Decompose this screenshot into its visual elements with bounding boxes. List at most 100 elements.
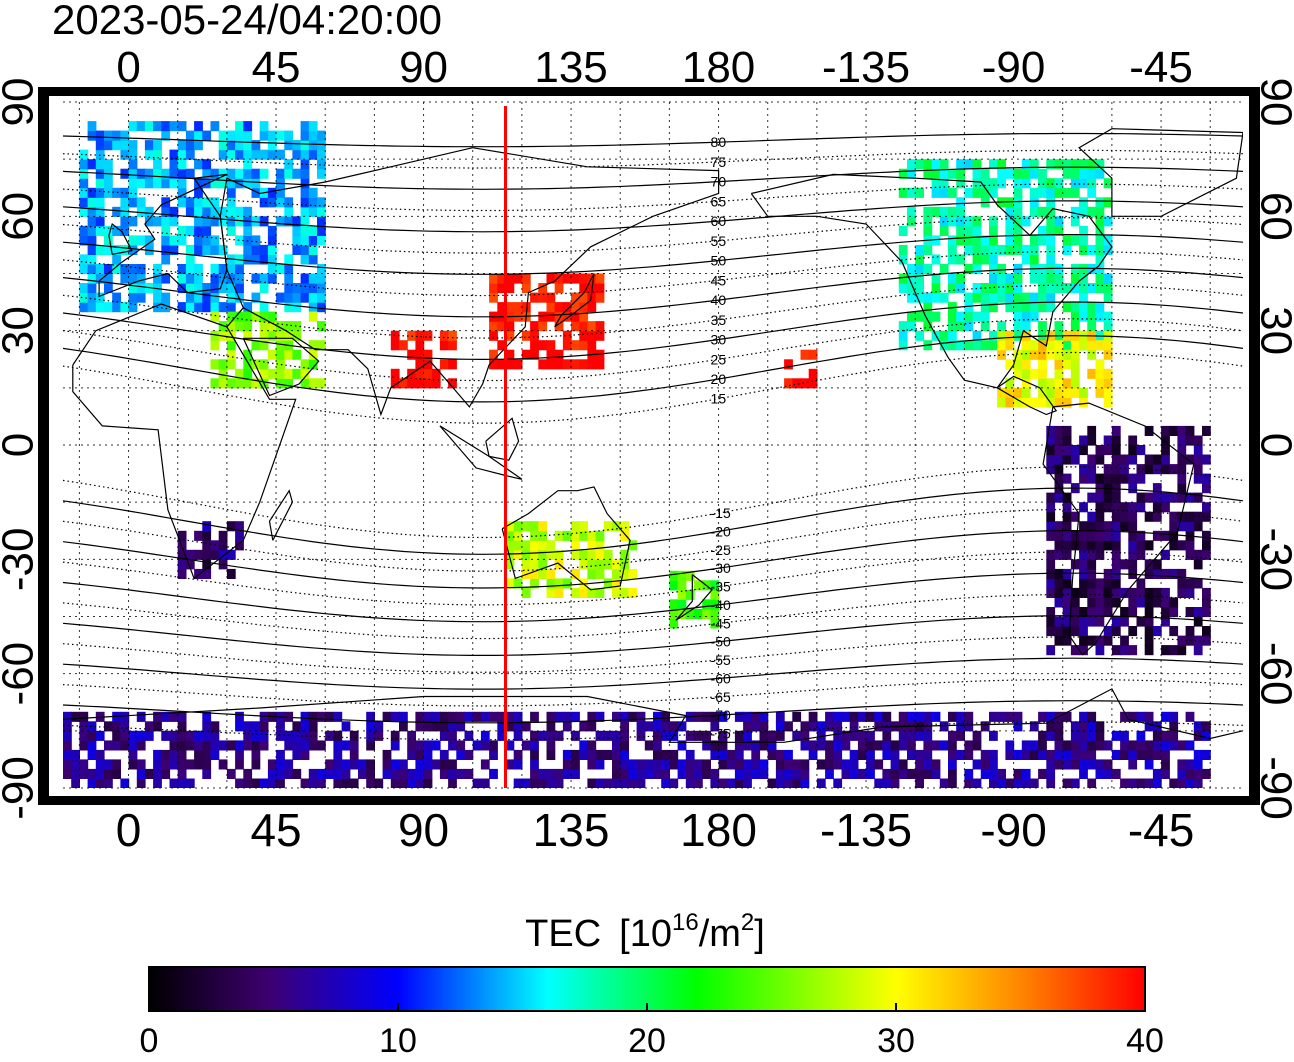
tec-cell — [1055, 274, 1064, 284]
tec-cell — [1038, 207, 1047, 217]
tec-cell — [1145, 455, 1154, 465]
tec-cell — [891, 759, 900, 769]
tec-cell — [137, 779, 146, 789]
tec-cell — [587, 331, 596, 341]
tec-cell — [620, 721, 629, 731]
tec-cell — [1079, 578, 1088, 588]
tec-cell — [333, 740, 342, 750]
tec-cell — [1096, 235, 1105, 245]
tec-cell — [1030, 397, 1039, 407]
tec-cell — [170, 759, 179, 769]
tec-cell — [915, 750, 924, 760]
tec-cell — [661, 779, 670, 789]
tec-cell — [1055, 340, 1064, 350]
tec-cell — [202, 531, 211, 541]
tec-cell — [1087, 188, 1096, 198]
tec-cell — [686, 750, 695, 760]
tec-cell — [686, 759, 695, 769]
tec-cell — [112, 721, 121, 731]
tec-cell — [120, 721, 129, 731]
tec-cell — [1014, 397, 1023, 407]
tec-cell — [1087, 283, 1096, 293]
tec-cell — [424, 759, 433, 769]
tec-cell — [776, 779, 785, 789]
tec-cell — [1071, 617, 1080, 627]
tec-cell — [997, 712, 1006, 722]
tec-cell — [587, 750, 596, 760]
tec-cell — [907, 750, 916, 760]
tec-cell — [227, 197, 236, 207]
tec-cell — [1063, 750, 1072, 760]
tec-cell — [1055, 445, 1064, 455]
tec-cell — [227, 769, 236, 779]
tec-cell — [137, 740, 146, 750]
magnetic-latitude-label: -55 — [711, 652, 731, 668]
tec-cell — [964, 159, 973, 169]
tec-cell — [137, 197, 146, 207]
tec-cell — [202, 131, 211, 141]
tec-cell — [243, 769, 252, 779]
tec-cell — [628, 712, 637, 722]
tec-cell — [1161, 569, 1170, 579]
tec-cell — [1079, 169, 1088, 179]
tec-cell — [825, 750, 834, 760]
tec-cell — [243, 254, 252, 264]
tec-cell — [448, 340, 457, 350]
tec-cell — [1112, 731, 1121, 741]
tec-cell — [1161, 740, 1170, 750]
tec-cell — [1087, 178, 1096, 188]
tec-cell — [1177, 483, 1186, 493]
tec-cell — [137, 759, 146, 769]
tec-cell — [514, 779, 523, 789]
tec-cell — [1022, 169, 1031, 179]
tec-cell — [1014, 769, 1023, 779]
tec-cell — [120, 740, 129, 750]
tec-cell — [1104, 312, 1113, 322]
tec-cell — [973, 759, 982, 769]
tec-cell — [727, 779, 736, 789]
tec-cell — [1104, 493, 1113, 503]
tec-cell — [1005, 245, 1014, 255]
tec-cell — [719, 759, 728, 769]
tec-cell — [538, 321, 547, 331]
tec-cell — [88, 216, 97, 226]
tec-cell — [1087, 369, 1096, 379]
tec-cell — [850, 712, 859, 722]
tec-cell — [579, 588, 588, 598]
tec-cell — [989, 340, 998, 350]
tec-cell — [882, 779, 891, 789]
tec-cell — [1005, 274, 1014, 284]
tec-cell — [628, 779, 637, 789]
tec-cell — [292, 293, 301, 303]
tec-cell — [1128, 645, 1137, 655]
tec-cell — [252, 721, 261, 731]
tec-cell — [1055, 359, 1064, 369]
tec-cell — [120, 731, 129, 741]
tec-cell — [1104, 436, 1113, 446]
tec-cell — [243, 207, 252, 217]
tec-cell — [1087, 779, 1096, 789]
tec-cell — [956, 750, 965, 760]
tec-cell — [79, 264, 88, 274]
magnetic-latitude-label: -15 — [711, 505, 731, 521]
tec-cell — [563, 721, 572, 731]
tec-cell — [112, 731, 121, 741]
tec-cell — [1087, 455, 1096, 465]
tec-cell — [596, 750, 605, 760]
tec-cell — [973, 169, 982, 179]
tec-cell — [227, 169, 236, 179]
tec-cell — [694, 731, 703, 741]
magnetic-latitude-label: 25 — [711, 351, 727, 367]
tec-cell — [1096, 597, 1105, 607]
tec-cell — [407, 750, 416, 760]
tec-cell — [1177, 540, 1186, 550]
tec-cell — [981, 302, 990, 312]
tec-cell — [948, 759, 957, 769]
tec-cell — [243, 369, 252, 379]
tec-cell — [1071, 559, 1080, 569]
tec-cell — [538, 779, 547, 789]
tec-cell — [538, 312, 547, 322]
tec-cell — [260, 283, 269, 293]
tec-cell — [481, 712, 490, 722]
